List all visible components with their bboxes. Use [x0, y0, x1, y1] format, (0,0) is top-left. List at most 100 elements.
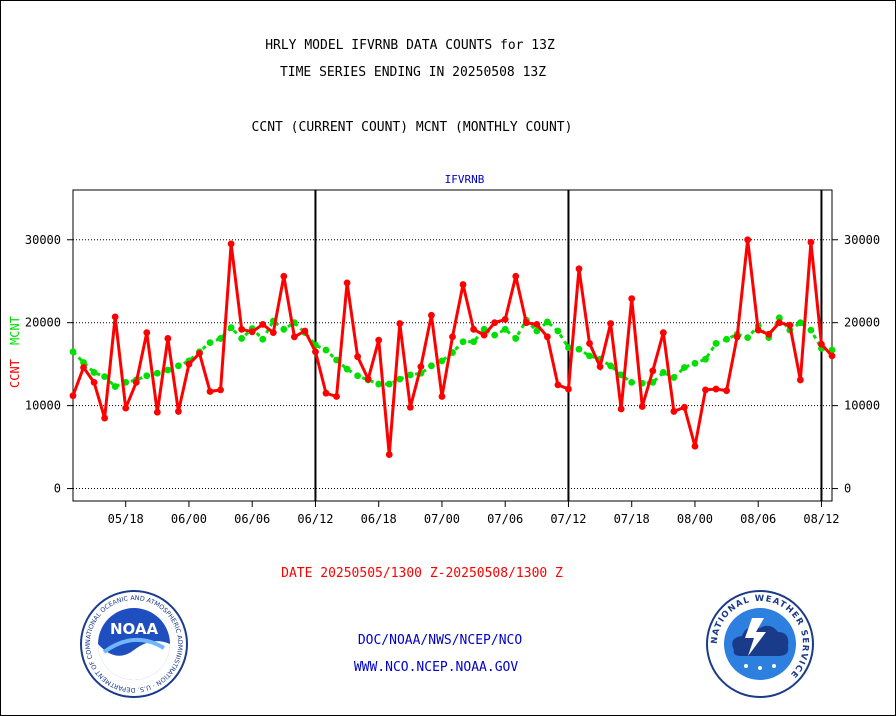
nws-logo: NATIONAL WEATHER SERVICE — [706, 590, 814, 698]
ccnt-point — [259, 320, 267, 328]
y-tick-label-right: 10000 — [844, 399, 880, 413]
y-tick-label-right: 0 — [844, 482, 851, 496]
ccnt-point — [69, 392, 77, 400]
x-tick-label: 06/06 — [234, 512, 270, 526]
ccnt-point — [196, 349, 203, 357]
ccnt-point — [438, 393, 446, 400]
mcnt-point — [259, 335, 267, 343]
mcnt-point — [775, 314, 783, 322]
mcnt-point — [586, 352, 593, 360]
ccnt-point — [449, 333, 456, 341]
mcnt-point — [744, 334, 752, 342]
ccnt-point — [354, 353, 362, 361]
ccnt-point — [617, 405, 625, 413]
ccnt-point — [396, 320, 404, 327]
mcnt-point — [501, 325, 509, 333]
y-tick-label-left: 10000 — [25, 399, 61, 413]
ccnt-point — [744, 236, 752, 244]
chart-title-line1: HRLY MODEL IFVRNB DATA COUNTS for 13Z — [265, 38, 555, 53]
ccnt-point — [818, 340, 825, 348]
ccnt-point — [333, 393, 340, 400]
ccnt-point — [322, 389, 330, 397]
mcnt-point — [723, 335, 730, 343]
mcnt-point — [607, 362, 615, 370]
ccnt-point — [206, 388, 214, 395]
ccnt-point — [828, 352, 836, 360]
mcnt-point — [101, 373, 109, 380]
mcnt-point — [659, 369, 667, 376]
ccnt-point — [248, 328, 256, 336]
mcnt-point — [175, 362, 182, 370]
ccnt-point — [301, 327, 309, 335]
mcnt-point — [322, 346, 330, 354]
ccnt-point — [670, 408, 678, 415]
y-tick-label-right: 30000 — [844, 233, 880, 247]
ccnt-point — [733, 333, 741, 341]
mcnt-point — [470, 338, 477, 346]
ccnt-point — [691, 442, 699, 450]
ccnt-point — [101, 414, 109, 422]
y-tick-label-left: 20000 — [25, 316, 61, 330]
mcnt-point — [206, 339, 214, 346]
ccnt-point — [428, 311, 435, 319]
mcnt-point — [90, 369, 98, 376]
mcnt-point — [238, 335, 246, 342]
ccnt-point — [111, 313, 119, 321]
ccnt-point — [164, 335, 172, 342]
mcnt-point — [438, 357, 446, 365]
mcnt-point — [554, 327, 562, 335]
date-range-label: DATE 20250505/1300 Z-20250508/1300 Z — [281, 566, 563, 581]
mcnt-point — [143, 372, 151, 380]
ccnt-point — [290, 333, 298, 341]
x-tick-label: 07/06 — [487, 512, 523, 526]
y-axis-label-mcnt: MCNT — [8, 316, 22, 345]
chart-subtitle: CCNT (CURRENT COUNT) MCNT (MONTHLY COUNT… — [251, 120, 573, 135]
ccnt-point — [681, 403, 688, 411]
ccnt-point — [807, 238, 815, 246]
mcnt-point — [153, 369, 161, 377]
mcnt-point — [396, 375, 404, 383]
mcnt-point — [164, 366, 172, 374]
ccnt-point — [638, 403, 646, 410]
mcnt-point — [702, 355, 709, 363]
ccnt-point — [754, 326, 762, 334]
mcnt-point — [385, 380, 393, 388]
noaa-logo-text: NOAA — [110, 620, 159, 638]
x-tick-label: 07/18 — [614, 512, 650, 526]
mcnt-point — [333, 356, 340, 364]
ccnt-point — [175, 408, 182, 415]
ccnt-point — [649, 367, 657, 375]
mcnt-point — [681, 364, 688, 371]
mcnt-point — [628, 379, 636, 386]
ccnt-series-line — [71, 239, 834, 455]
ccnt-point — [586, 340, 593, 347]
x-tick-label: 05/18 — [108, 512, 144, 526]
ccnt-point — [217, 386, 224, 394]
ccnt-point — [723, 387, 730, 395]
mcnt-point — [533, 327, 541, 335]
mcnt-point — [828, 346, 836, 354]
ccnt-point — [406, 403, 414, 411]
ccnt-point — [185, 360, 193, 368]
ccnt-point — [796, 376, 804, 384]
ccnt-point — [122, 404, 130, 412]
ccnt-point — [417, 363, 425, 371]
mcnt-point — [69, 348, 77, 356]
ccnt-point — [312, 348, 319, 356]
y-tick-label-left: 0 — [54, 482, 61, 496]
ccnt-point — [459, 281, 467, 288]
mcnt-point — [354, 372, 362, 380]
ccnt-point — [132, 379, 140, 386]
ccnt-point — [659, 329, 667, 337]
ccnt-point — [491, 319, 499, 327]
x-tick-label: 06/00 — [171, 512, 207, 526]
website-label: WWW.NCO.NCEP.NOAA.GOV — [353, 660, 519, 675]
ccnt-point — [280, 272, 288, 280]
ccnt-point — [554, 381, 562, 389]
mcnt-point — [796, 319, 804, 327]
mcnt-point — [691, 359, 699, 367]
mcnt-point — [80, 359, 87, 366]
ccnt-point — [765, 330, 773, 338]
ccnt-point — [533, 320, 541, 328]
mcnt-point — [491, 331, 499, 339]
